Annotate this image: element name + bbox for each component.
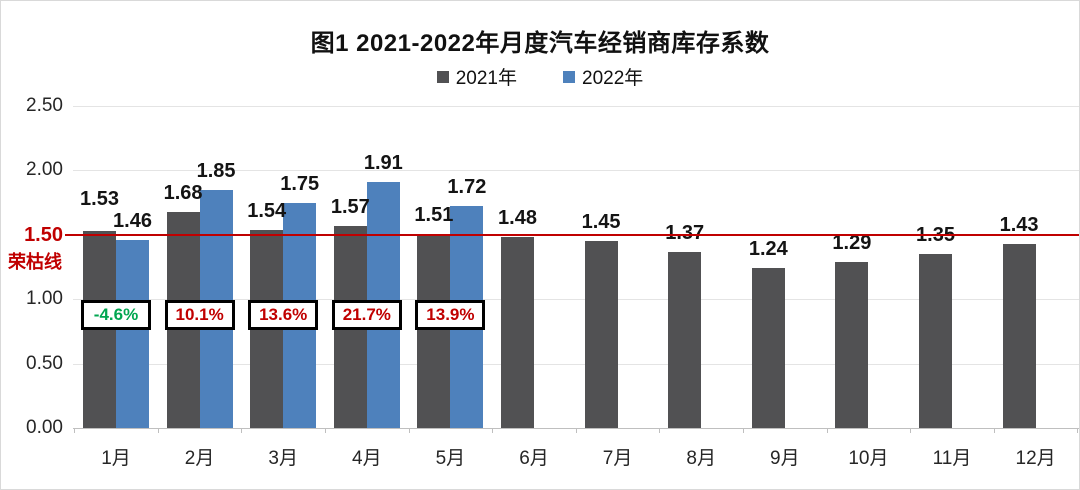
x-axis-tick: [1077, 428, 1079, 433]
bar-2021: [584, 241, 618, 428]
legend-label-2022: 2022年: [582, 68, 644, 89]
change-rate-badge: 21.7%: [331, 300, 402, 330]
bar-value-label-2021: 1.53: [80, 187, 119, 210]
x-axis-tick-label: 1月: [101, 448, 131, 469]
x-axis-tick-label: 12月: [1015, 448, 1056, 469]
bar-value-label-2021: 1.54: [247, 199, 287, 222]
change-rate-badge: 13.6%: [248, 300, 319, 330]
x-axis-tick: [325, 428, 326, 433]
x-axis-tick: [743, 428, 744, 433]
legend-swatch-2021-icon: [436, 70, 449, 83]
x-axis-tick: [910, 428, 912, 433]
y-axis-tick-label: 1.00: [26, 288, 63, 310]
bar-value-label-2021: 1.45: [581, 211, 621, 234]
reference-line: [65, 233, 1079, 236]
legend-label-2021: 2021年: [455, 68, 517, 89]
bar-2021: [919, 254, 952, 428]
y-axis-tick-label: 0.00: [26, 417, 63, 438]
y-axis-ref-sublabel: 荣枯线: [8, 251, 62, 272]
bar-value-label-2022: 1.46: [113, 209, 152, 232]
bar-2021: [668, 251, 702, 428]
x-axis-tick: [575, 428, 577, 433]
legend-item-2021: 2021年: [436, 63, 517, 90]
x-axis-tick: [659, 428, 661, 433]
x-axis-tick: [826, 428, 828, 433]
gridline: [73, 106, 1079, 107]
bar-value-label-2022: 1.75: [280, 172, 320, 195]
x-axis-tick-label: 4月: [352, 448, 382, 469]
x-axis-tick-label: 2月: [184, 448, 215, 469]
bar-2021: [417, 233, 451, 428]
change-rate-badge: 10.1%: [164, 300, 235, 330]
x-axis-tick: [408, 428, 410, 433]
bar-2021: [1002, 243, 1036, 428]
x-axis-tick-label: 3月: [268, 448, 298, 469]
x-axis-tick: [241, 428, 243, 433]
x-axis-tick-label: 11月: [932, 448, 972, 469]
y-axis-tick-label: 2.50: [26, 95, 63, 116]
legend-item-2022: 2022年: [563, 63, 643, 90]
bar-value-label-2021: 1.29: [832, 231, 872, 254]
bar-2022: [116, 239, 149, 428]
x-axis-tick: [993, 428, 995, 433]
x-axis-tick-label: 5月: [435, 448, 466, 469]
x-axis-tick: [492, 428, 494, 433]
bar-value-label-2021: 1.68: [163, 181, 203, 204]
chart-title: 图1 2021-2022年月度汽车经销商库存系数: [310, 30, 770, 57]
bar-value-label-2021: 1.37: [665, 221, 705, 244]
x-axis-tick-label: 10月: [848, 448, 889, 469]
bar-value-label-2022: 1.72: [447, 176, 487, 199]
x-axis-tick-label: 8月: [686, 448, 716, 469]
bar-2021: [501, 237, 534, 428]
x-axis-tick: [74, 428, 76, 433]
gridline: [73, 363, 1079, 365]
x-axis-tick-label: 7月: [602, 448, 633, 469]
bar-value-label-2021: 1.48: [498, 207, 537, 230]
y-axis-tick-label: 2.00: [26, 159, 63, 181]
y-axis-tick-label: 0.50: [26, 352, 63, 374]
gridline: [73, 170, 1079, 172]
x-axis-tick: [157, 428, 159, 433]
bar-2021: [751, 268, 785, 428]
x-axis-tick-label: 6月: [519, 448, 549, 469]
bar-value-label-2022: 1.85: [196, 159, 236, 182]
legend-swatch-2022-icon: [563, 70, 575, 83]
y-axis-ref-label: 1.50: [24, 223, 63, 246]
bar-2021: [835, 261, 869, 428]
change-rate-badge: 13.9%: [415, 300, 486, 330]
bar-value-label-2021: 1.24: [748, 238, 788, 261]
bar-value-label-2021: 1.51: [414, 203, 454, 226]
chart-legend: 2021年 2022年: [1, 63, 1079, 90]
x-axis-tick-label: 9月: [770, 448, 800, 469]
bar-value-label-2022: 1.91: [363, 151, 403, 174]
change-rate-badge: -4.6%: [81, 300, 151, 330]
bar-value-label-2021: 1.43: [999, 213, 1039, 236]
bar-value-label-2021: 1.57: [330, 195, 370, 218]
gridline: [73, 299, 1079, 301]
